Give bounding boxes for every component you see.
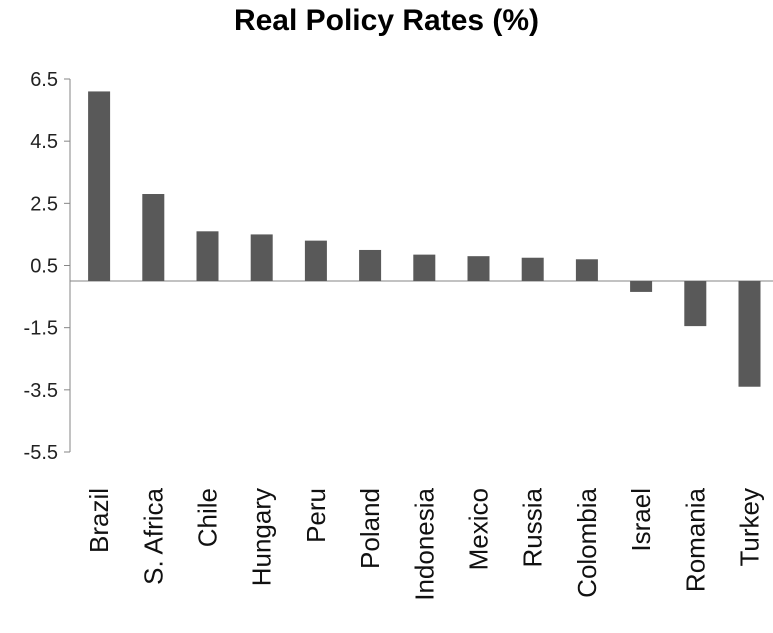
y-tick-label: 2.5 bbox=[30, 193, 58, 215]
bar-israel bbox=[630, 281, 653, 292]
x-tick-label: Peru bbox=[301, 488, 331, 543]
bar-colombia bbox=[575, 259, 598, 282]
y-tick-label: -3.5 bbox=[24, 380, 58, 402]
bar-chile bbox=[196, 231, 219, 282]
y-tick-label: 0.5 bbox=[30, 256, 58, 278]
x-tick-label: Turkey bbox=[735, 488, 765, 567]
y-tick-label: 6.5 bbox=[30, 69, 58, 91]
chart-title: Real Policy Rates (%) bbox=[233, 4, 540, 37]
x-tick-label: Mexico bbox=[464, 488, 494, 570]
x-tick-label: Romania bbox=[680, 487, 710, 592]
bar-russia bbox=[521, 257, 544, 282]
bar-hungary bbox=[250, 234, 273, 282]
x-tick-label: Israel bbox=[626, 488, 656, 552]
x-tick-label: Chile bbox=[193, 488, 223, 547]
x-tick-label: Hungary bbox=[247, 488, 277, 586]
bar-turkey bbox=[738, 281, 761, 387]
y-tick-label: -5.5 bbox=[24, 442, 58, 464]
x-tick-label: Indonesia bbox=[409, 487, 439, 600]
bar-brazil bbox=[88, 91, 111, 282]
y-tick-label: -1.5 bbox=[24, 318, 58, 340]
x-tick-label: S. Africa bbox=[138, 487, 168, 584]
x-axis-labels: Brazil S. Africa Chile Hungary Peru Poland Ind… bbox=[84, 487, 764, 600]
x-tick-label: Colombia bbox=[572, 487, 602, 597]
bar-s-africa bbox=[142, 194, 165, 282]
bar-poland bbox=[359, 249, 382, 282]
y-axis: 6.5 4.5 2.5 0.5 -1.5 -3.5 -5.5 bbox=[24, 69, 773, 464]
bar-mexico bbox=[467, 256, 490, 282]
bar-indonesia bbox=[413, 254, 436, 282]
bars bbox=[88, 91, 761, 387]
x-tick-label: Russia bbox=[518, 487, 548, 567]
x-tick-label: Brazil bbox=[84, 488, 114, 553]
bar-peru bbox=[304, 240, 327, 282]
x-tick-label: Poland bbox=[355, 488, 385, 569]
bar-romania bbox=[684, 281, 707, 327]
y-tick-label: 4.5 bbox=[30, 131, 58, 153]
